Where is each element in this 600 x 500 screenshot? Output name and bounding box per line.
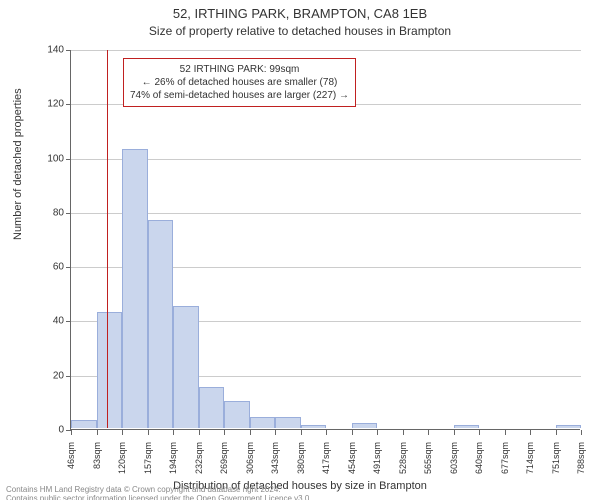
histogram-bar — [122, 149, 148, 428]
xtick-mark — [173, 430, 174, 435]
gridline — [71, 213, 581, 214]
histogram-bar — [275, 417, 301, 428]
xtick-mark — [352, 430, 353, 435]
ytick-label: 0 — [34, 425, 64, 436]
ytick-label: 60 — [34, 262, 64, 273]
histogram-bar — [148, 220, 174, 428]
attribution-text: Contains HM Land Registry data © Crown c… — [6, 485, 312, 500]
plot-region: 02040608010012014046sqm83sqm120sqm157sqm… — [70, 50, 580, 430]
ytick-label: 140 — [34, 45, 64, 56]
xtick-mark — [505, 430, 506, 435]
property-marker-line — [107, 50, 108, 428]
gridline — [71, 50, 581, 51]
histogram-bar — [199, 387, 225, 428]
histogram-bar — [352, 423, 378, 428]
xtick-mark — [403, 430, 404, 435]
xtick-mark — [122, 430, 123, 435]
annotation-box: 52 IRTHING PARK: 99sqm ← 26% of detached … — [123, 58, 356, 107]
xtick-mark — [581, 430, 582, 435]
histogram-bar — [224, 401, 250, 428]
xtick-mark — [301, 430, 302, 435]
xtick-mark — [275, 430, 276, 435]
annotation-line1: 52 IRTHING PARK: 99sqm — [180, 64, 300, 75]
ytick-mark — [66, 321, 71, 322]
histogram-bar — [454, 425, 480, 428]
histogram-bar — [97, 312, 123, 428]
xtick-mark — [224, 430, 225, 435]
xtick-mark — [377, 430, 378, 435]
histogram-bar — [250, 417, 276, 428]
ytick-label: 120 — [34, 99, 64, 110]
xtick-mark — [556, 430, 557, 435]
ytick-label: 80 — [34, 207, 64, 218]
chart-subtitle: Size of property relative to detached ho… — [0, 24, 600, 38]
xtick-mark — [479, 430, 480, 435]
ytick-label: 20 — [34, 370, 64, 381]
ytick-mark — [66, 376, 71, 377]
histogram-bar — [173, 306, 199, 428]
xtick-mark — [97, 430, 98, 435]
y-axis-label: Number of detached properties — [12, 88, 24, 240]
page-title: 52, IRTHING PARK, BRAMPTON, CA8 1EB — [0, 6, 600, 23]
ytick-mark — [66, 159, 71, 160]
histogram-bar — [556, 425, 582, 428]
xtick-mark — [250, 430, 251, 435]
ytick-mark — [66, 267, 71, 268]
annotation-line2: ← 26% of detached houses are smaller (78… — [142, 77, 338, 88]
attribution-line2: Contains public sector information licen… — [6, 494, 312, 500]
annotation-line3: 74% of semi-detached houses are larger (… — [130, 90, 349, 101]
ytick-mark — [66, 50, 71, 51]
ytick-label: 40 — [34, 316, 64, 327]
xtick-mark — [199, 430, 200, 435]
xtick-mark — [454, 430, 455, 435]
xtick-mark — [148, 430, 149, 435]
gridline — [71, 159, 581, 160]
ytick-mark — [66, 213, 71, 214]
ytick-mark — [66, 104, 71, 105]
attribution-line1: Contains HM Land Registry data © Crown c… — [6, 485, 281, 494]
xtick-mark — [428, 430, 429, 435]
histogram-bar — [301, 425, 327, 428]
xtick-mark — [71, 430, 72, 435]
histogram-bar — [71, 420, 97, 428]
xtick-mark — [326, 430, 327, 435]
ytick-label: 100 — [34, 153, 64, 164]
chart-area: 02040608010012014046sqm83sqm120sqm157sqm… — [70, 50, 580, 430]
xtick-mark — [530, 430, 531, 435]
